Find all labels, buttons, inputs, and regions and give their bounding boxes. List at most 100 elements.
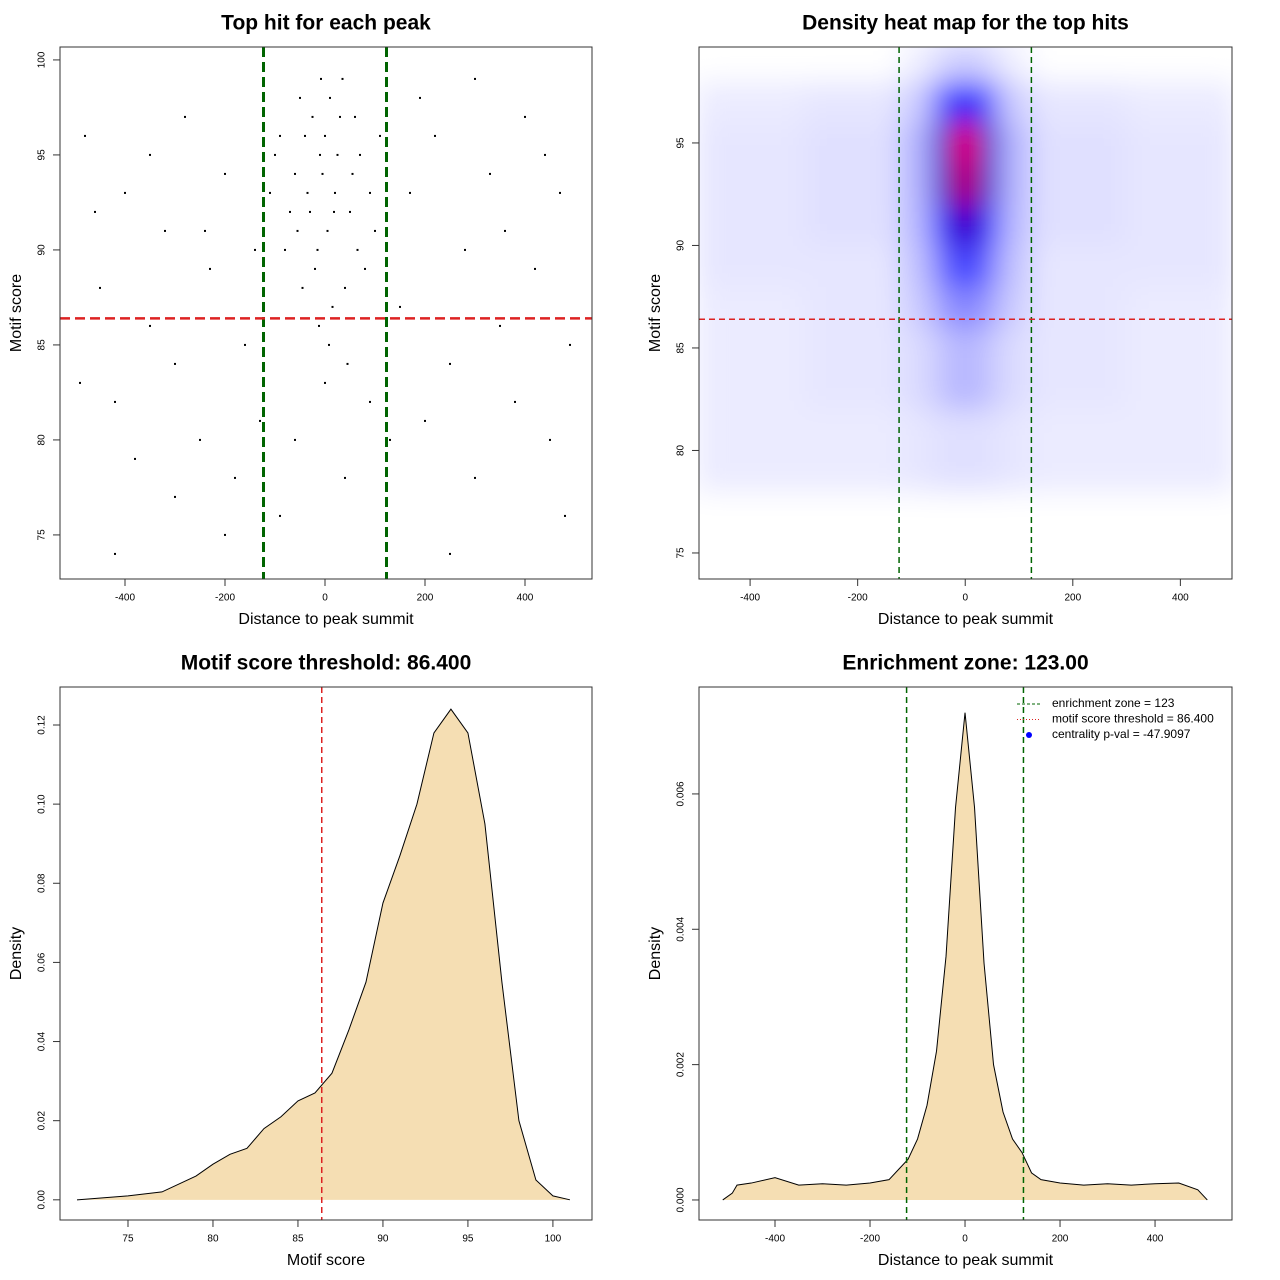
point (544, 153, 546, 156)
x-tick-label: -200 (215, 593, 235, 604)
y-tick-label: 85 (37, 339, 48, 351)
heat-cell (932, 81, 955, 123)
panel-title: Top hit for each peak (221, 12, 431, 35)
heat-cell (975, 47, 999, 82)
heat-cell (975, 122, 999, 164)
heat-cell (975, 81, 999, 123)
legend-label: centrality p-val = -47.9097 (1052, 727, 1191, 741)
heat-cell (1126, 327, 1232, 410)
x-tick-label: 0 (322, 593, 328, 604)
heat-cell (954, 245, 977, 287)
heat-cell (975, 409, 999, 492)
heat-cell (1126, 204, 1232, 246)
heat-cell (975, 163, 999, 205)
x-tick-label: 90 (377, 1234, 389, 1245)
y-axis-label: Density (8, 927, 25, 980)
heat-cell (1029, 245, 1128, 287)
heat-cell (1029, 204, 1128, 246)
point (99, 286, 101, 289)
x-tick-label: 0 (962, 1234, 968, 1245)
point (301, 286, 304, 289)
heat-cell (900, 491, 934, 574)
y-tick-label: 0.08 (37, 873, 48, 893)
heat-cell (932, 245, 955, 287)
heat-cell (954, 163, 977, 205)
y-tick-label: 80 (676, 444, 687, 456)
point (224, 533, 226, 536)
point (296, 229, 299, 232)
heat-cell (997, 245, 1031, 287)
point (274, 153, 276, 156)
heat-cell (1126, 81, 1232, 123)
point (199, 438, 201, 441)
point (299, 96, 301, 99)
heat-cell (699, 409, 805, 492)
point (224, 172, 226, 175)
point (514, 400, 516, 403)
x-axis-label: Distance to peak summit (238, 611, 414, 628)
point (316, 248, 319, 251)
heat-cell (900, 81, 934, 123)
x-tick-label: -400 (115, 593, 135, 604)
heat-cell (900, 327, 934, 410)
y-tick-label: 0.04 (37, 1031, 48, 1051)
point (364, 267, 366, 270)
heat-cell (975, 491, 999, 574)
point (84, 134, 86, 137)
point (289, 210, 291, 213)
point (149, 153, 151, 156)
y-tick-label: 75 (37, 529, 48, 541)
x-tick-label: 100 (545, 1234, 562, 1245)
heat-cell (954, 409, 977, 492)
heat-cell (699, 122, 805, 164)
point (419, 96, 421, 99)
heat-cell (954, 204, 977, 246)
point (324, 134, 326, 137)
heat-cell (803, 122, 902, 164)
heat-cell (997, 204, 1031, 246)
x-tick-label: 200 (1064, 593, 1081, 604)
point (369, 400, 371, 403)
point (489, 172, 491, 175)
point (114, 552, 116, 555)
y-tick-label: 0.00 (37, 1190, 48, 1210)
heat-cell (997, 327, 1031, 410)
heat-cell (954, 286, 977, 328)
point (294, 438, 296, 441)
heat-cell (803, 286, 902, 328)
legend-label: motif score threshold = 86.400 (1052, 712, 1214, 726)
heat-cell (699, 491, 805, 574)
heat-cell (1029, 47, 1128, 82)
heat-cell (803, 245, 902, 287)
heat-cell (803, 81, 902, 123)
point (374, 229, 376, 232)
point (504, 229, 506, 232)
heat-cell (932, 286, 955, 328)
heat-cell (900, 409, 934, 492)
heat-cell (954, 327, 977, 410)
heat-cell (803, 204, 902, 246)
point (294, 172, 296, 175)
density-area (722, 712, 1208, 1201)
heat-cell (975, 245, 999, 287)
point (254, 248, 256, 251)
heat-cell (1029, 163, 1128, 205)
point (356, 248, 359, 251)
point (184, 115, 186, 118)
point (344, 286, 346, 289)
heat-cell (954, 122, 977, 164)
heat-cell (1126, 286, 1232, 328)
point (329, 96, 331, 99)
heat-cell (1126, 163, 1232, 205)
point (564, 514, 566, 517)
heat-cell (997, 122, 1031, 164)
y-tick-label: 75 (676, 547, 687, 559)
point (306, 191, 309, 194)
heat-cell (932, 327, 955, 410)
point (549, 438, 551, 441)
x-tick-label: 200 (417, 593, 434, 604)
point (324, 381, 326, 384)
y-tick-label: 0.004 (676, 916, 687, 941)
heat-cell (900, 245, 934, 287)
